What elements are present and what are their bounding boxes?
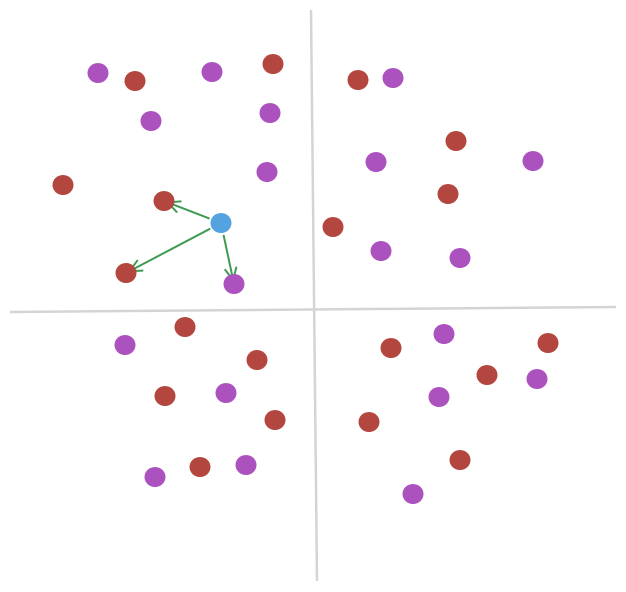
arrow-2 (222, 234, 238, 282)
red-point (246, 350, 268, 370)
purple-point (449, 248, 471, 268)
purple-point (522, 151, 544, 171)
red-point (264, 410, 286, 430)
purple-point (365, 152, 387, 172)
purple-point (402, 484, 424, 504)
red-point (154, 386, 176, 406)
purple-point (433, 324, 455, 344)
purple-point (201, 62, 223, 82)
red-point (52, 175, 74, 195)
vertical-divider (309, 9, 319, 582)
purple-point (370, 241, 392, 261)
red-point (153, 191, 175, 211)
red-point (262, 54, 284, 74)
red-point (476, 365, 498, 385)
arrow-1 (128, 228, 211, 273)
red-point (537, 333, 559, 353)
purple-point (144, 467, 166, 487)
purple-point (223, 274, 245, 294)
red-point (115, 263, 137, 283)
red-point (358, 412, 380, 432)
query-point (210, 213, 232, 233)
purple-point (87, 63, 109, 83)
purple-point (428, 387, 450, 407)
purple-point (215, 383, 237, 403)
horizontal-divider (9, 305, 617, 314)
red-point (445, 131, 467, 151)
purple-point (259, 103, 281, 123)
red-point (322, 217, 344, 237)
scatter-points (52, 54, 559, 504)
red-point (174, 317, 196, 337)
purple-point (140, 111, 162, 131)
red-point (380, 338, 402, 358)
red-point (189, 457, 211, 477)
purple-point (526, 369, 548, 389)
purple-point (235, 455, 257, 475)
red-point (437, 184, 459, 204)
red-point (449, 450, 471, 470)
red-point (347, 70, 369, 90)
purple-point (256, 162, 278, 182)
purple-point (114, 335, 136, 355)
purple-point (382, 68, 404, 88)
red-point (124, 71, 146, 91)
